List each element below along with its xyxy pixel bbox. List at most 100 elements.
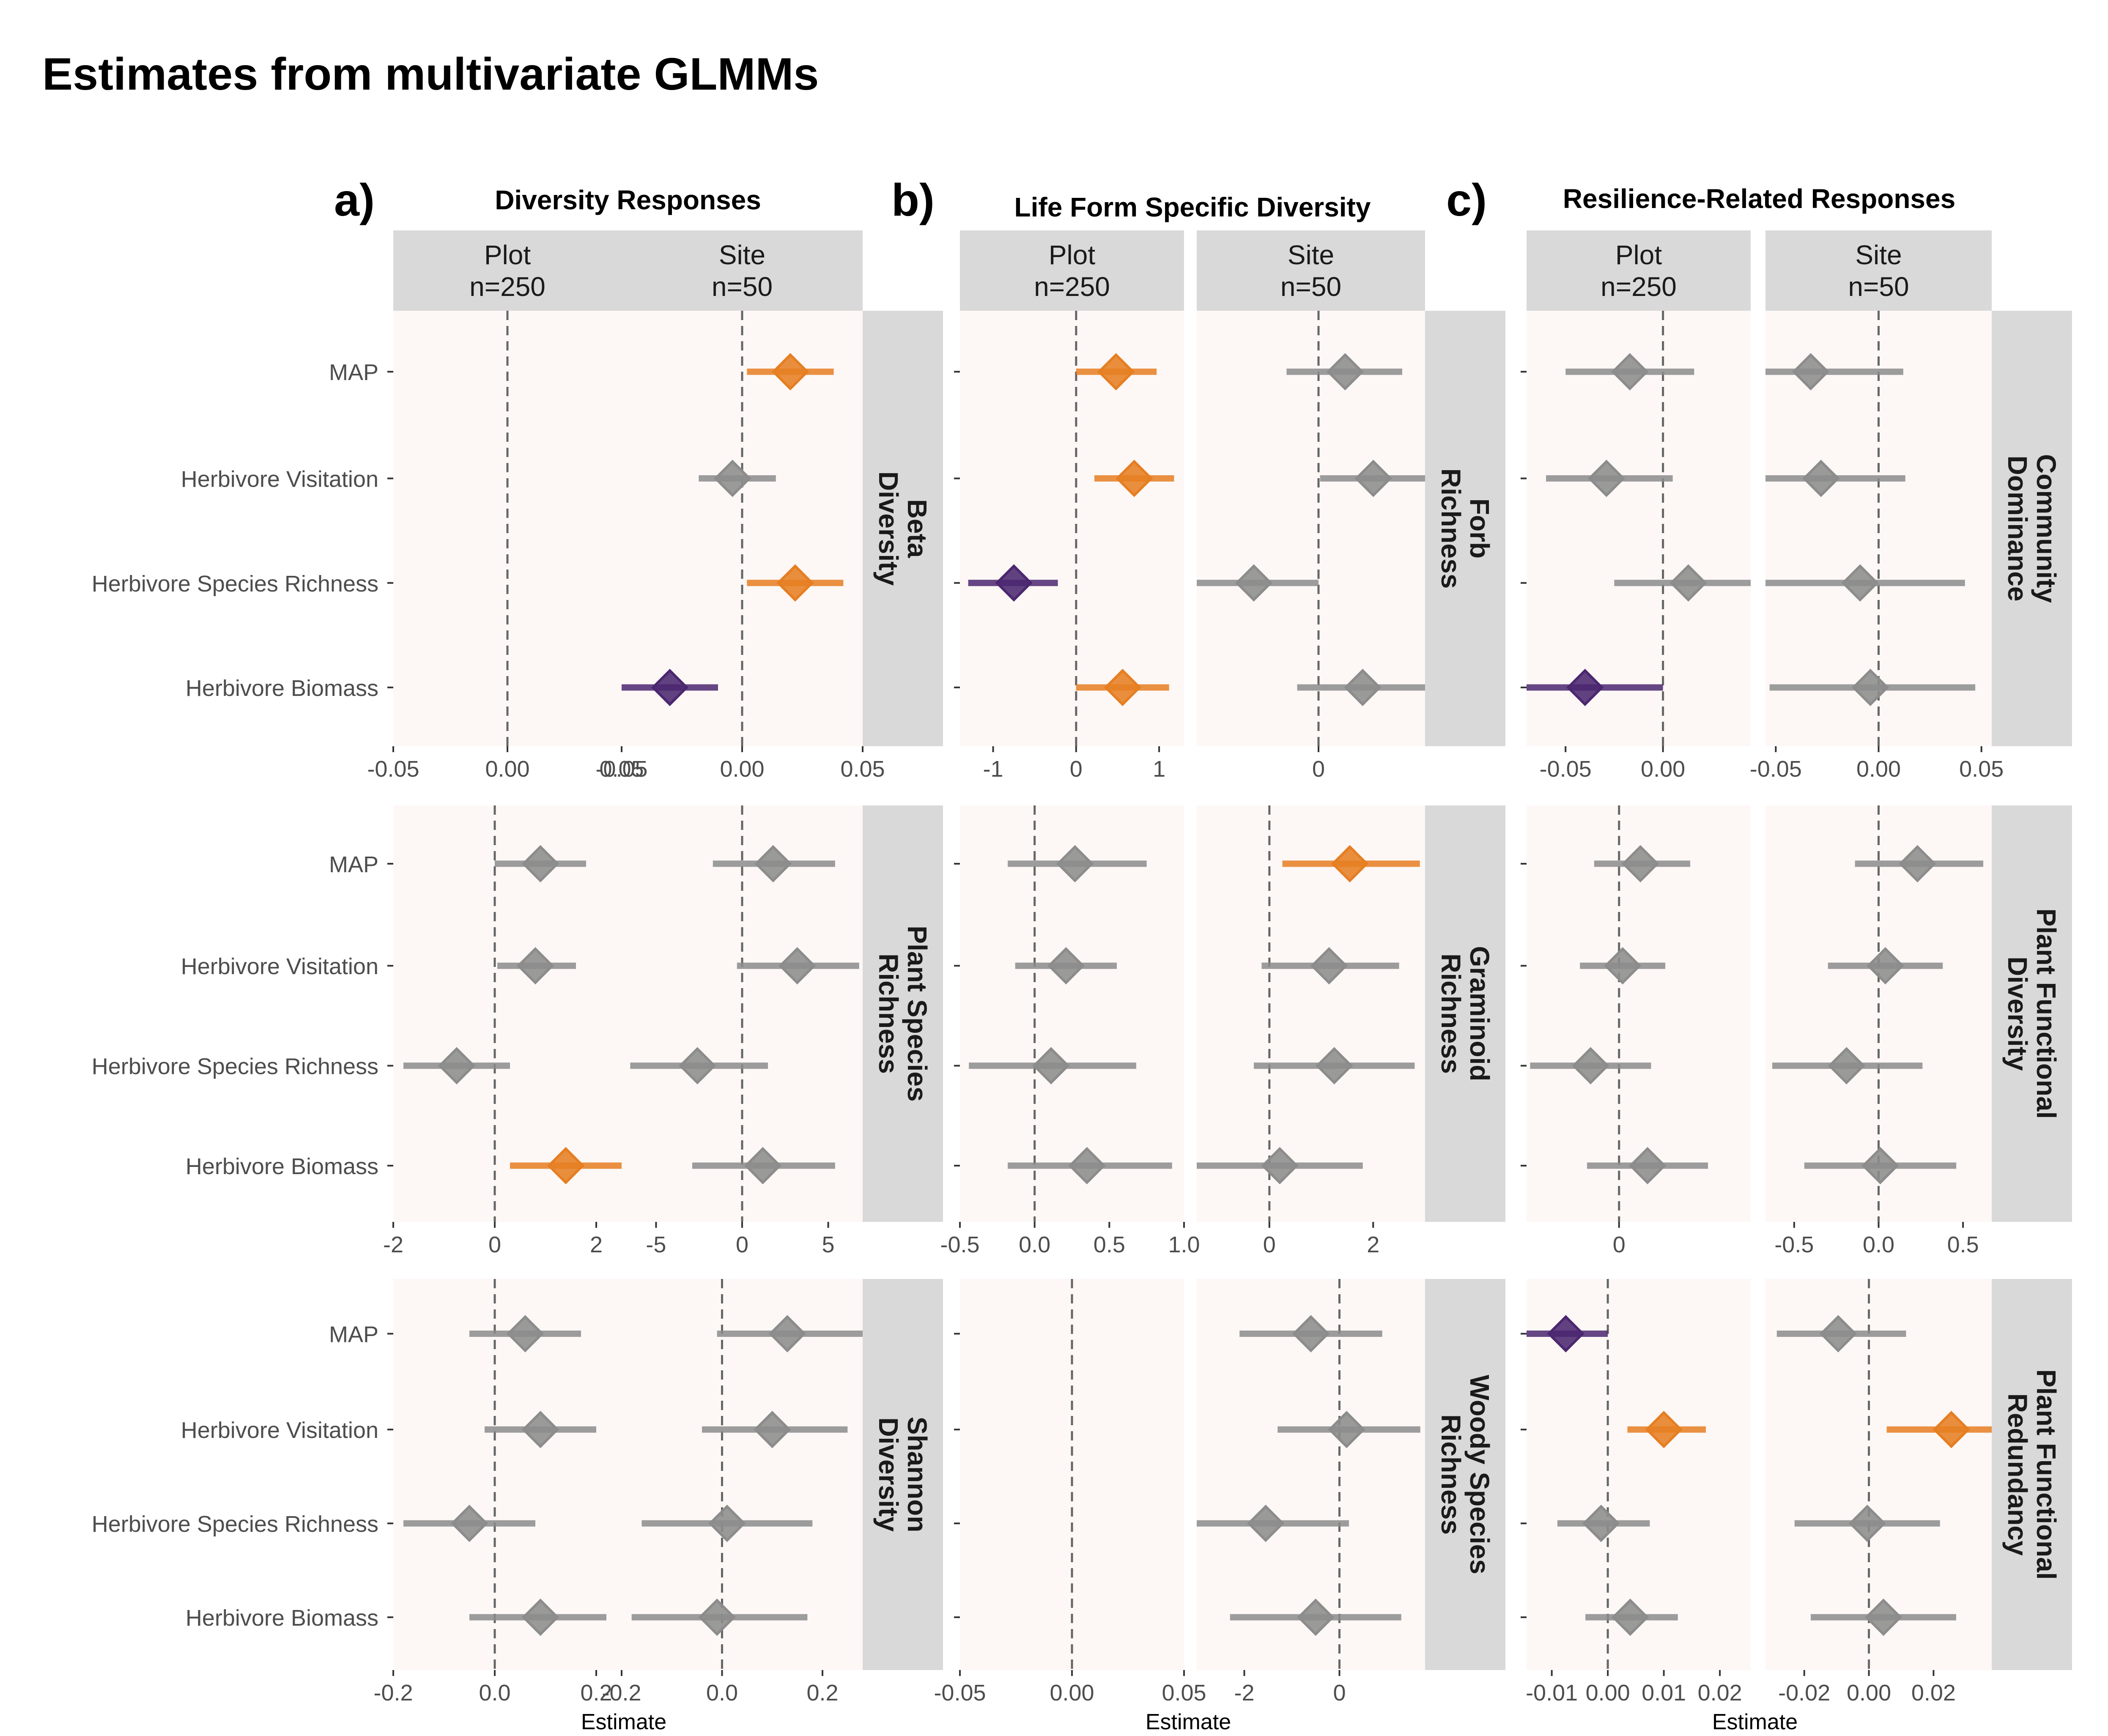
row-strip-line: Shannon (902, 1417, 932, 1533)
column-strip (1197, 230, 1425, 311)
chart-root: a) Diversity ResponsesPlotn=250Siten=50Be… (92, 174, 2072, 1734)
row-strip-line: Community (2031, 454, 2061, 603)
x-tick-label: -1 (983, 756, 1003, 782)
estimate-point (1587, 460, 1626, 497)
x-tick-label: 0 (1263, 1232, 1276, 1257)
facet-panel: -0.05 0.00 0.05 (595, 311, 885, 782)
panel-background (393, 805, 622, 1222)
row-strip-label: ForbRichness (1436, 468, 1495, 589)
row-strip-line: Richness (1436, 468, 1466, 589)
x-tick-label: -0.5 (1774, 1232, 1814, 1257)
row-strip-line: Richness (873, 953, 904, 1074)
x-tick-label: 0.05 (840, 756, 885, 782)
estimate-point (1669, 564, 1707, 602)
estimate-point (438, 1047, 476, 1084)
facet-panel: -0.05 0.00 0.05 (1750, 311, 2004, 782)
facet-panel: -0.01 0.00 0.01 0.02 (1521, 1279, 1751, 1706)
estimate-point (1547, 1315, 1584, 1353)
column-strip-label: Plot (484, 240, 531, 270)
column-strip-n: n=50 (712, 271, 773, 302)
predictor-label: Herbivore Biomass (186, 1154, 378, 1179)
x-tick-label: 0.2 (806, 1680, 838, 1706)
x-tick-label: 2 (590, 1232, 603, 1257)
x-tick-label: 0 (1312, 756, 1325, 782)
estimate-point (744, 1147, 782, 1185)
x-tick-label: -0.01 (1526, 1680, 1578, 1706)
x-tick-label: 0.00 (720, 756, 764, 782)
row-strip (1992, 311, 2072, 746)
x-tick-label: 0 (1070, 756, 1083, 782)
estimate-point (1104, 668, 1141, 706)
x-tick-label: 0.05 (1959, 756, 2004, 782)
x-tick-label: 0.01 (1642, 1680, 1686, 1706)
x-tick-label: 0.5 (1947, 1232, 1979, 1257)
x-tick-label: -0.02 (1778, 1680, 1830, 1706)
estimate-point (1068, 1147, 1106, 1185)
row-strip (1425, 311, 1505, 746)
row-strip (1992, 1279, 2072, 1670)
predictor-label: Herbivore Species Richness (92, 571, 378, 597)
x-axis-title: Estimate (581, 1710, 666, 1734)
estimate-point (521, 1410, 559, 1448)
estimate-point (450, 1504, 488, 1542)
column-strip (622, 230, 863, 311)
estimate-point (1354, 460, 1392, 497)
estimate-point (1331, 845, 1369, 883)
row-strip-line: Diversity (2002, 956, 2033, 1071)
predictor-label: Herbivore Visitation (181, 1418, 378, 1443)
estimate-point (1047, 947, 1085, 985)
row-strip-line: Woody Species (1464, 1375, 1495, 1574)
facet-panel: -0.5 0.0 0.5 (1765, 805, 1992, 1257)
x-tick-label: 1 (1153, 756, 1165, 782)
predictor-label: Herbivore Biomass (186, 1605, 378, 1631)
estimate-point (651, 668, 689, 706)
predictor-label: Herbivore Species Richness (92, 1511, 378, 1537)
row-strip-label: ShannonDiversity (873, 1417, 932, 1533)
x-tick-label: -0.05 (1750, 756, 1802, 782)
x-tick-label: -2 (383, 1232, 403, 1257)
estimate-point (1848, 1504, 1886, 1542)
estimate-point (1604, 947, 1642, 985)
estimate-point (1645, 1410, 1683, 1448)
column-strip-n: n=250 (1034, 271, 1110, 302)
column-strip-n: n=50 (1848, 271, 1909, 302)
row-strip (863, 311, 943, 746)
row-strip (863, 805, 943, 1222)
estimate-point (1315, 1047, 1353, 1084)
column-strip (960, 230, 1184, 311)
x-tick-label: 0 (736, 1232, 748, 1257)
estimate-point (1572, 1047, 1609, 1084)
row-strip-line: Diversity (873, 1417, 904, 1532)
x-tick-label: 0.00 (485, 756, 529, 782)
predictor-label: MAP (329, 1322, 378, 1347)
row-strip-line: Plant Functional (2031, 1369, 2061, 1580)
facet-panel: -0.5 0.0 0.5 1.0 (940, 805, 1200, 1257)
x-tick-label: 1.0 (1168, 1232, 1200, 1257)
x-tick-label: -0.05 (595, 756, 647, 782)
estimate-point (1097, 353, 1135, 391)
predictor-label: Herbivore Species Richness (92, 1054, 378, 1079)
facet-panel: -0.2 0.0 0.2 (373, 1279, 622, 1706)
x-tick-label: 0.00 (1641, 756, 1685, 782)
estimate-point (1792, 353, 1830, 391)
estimate-point (521, 1598, 559, 1636)
x-tick-label: 0.00 (1847, 1680, 1891, 1706)
facet-panel: -0.05 0.00 0.05 (367, 311, 644, 782)
row-strip-line: Redundancy (2002, 1393, 2033, 1555)
estimate-point (771, 353, 809, 391)
estimate-point (1861, 1147, 1899, 1185)
facet-panel: -2 0 2 (383, 805, 622, 1257)
estimate-point (1621, 845, 1659, 883)
column-strip-n: n=250 (1601, 271, 1677, 302)
x-tick-label: -0.05 (367, 756, 419, 782)
estimate-point (708, 1504, 746, 1542)
row-strip-label: Plant FunctionalRedundancy (2002, 1369, 2061, 1580)
facet-panel: -0.05 0.00 0.05 (934, 1279, 1206, 1706)
x-tick-label: 0.05 (599, 756, 644, 782)
x-tick-label: -5 (646, 1232, 666, 1257)
panel-letter: b) (891, 174, 935, 225)
